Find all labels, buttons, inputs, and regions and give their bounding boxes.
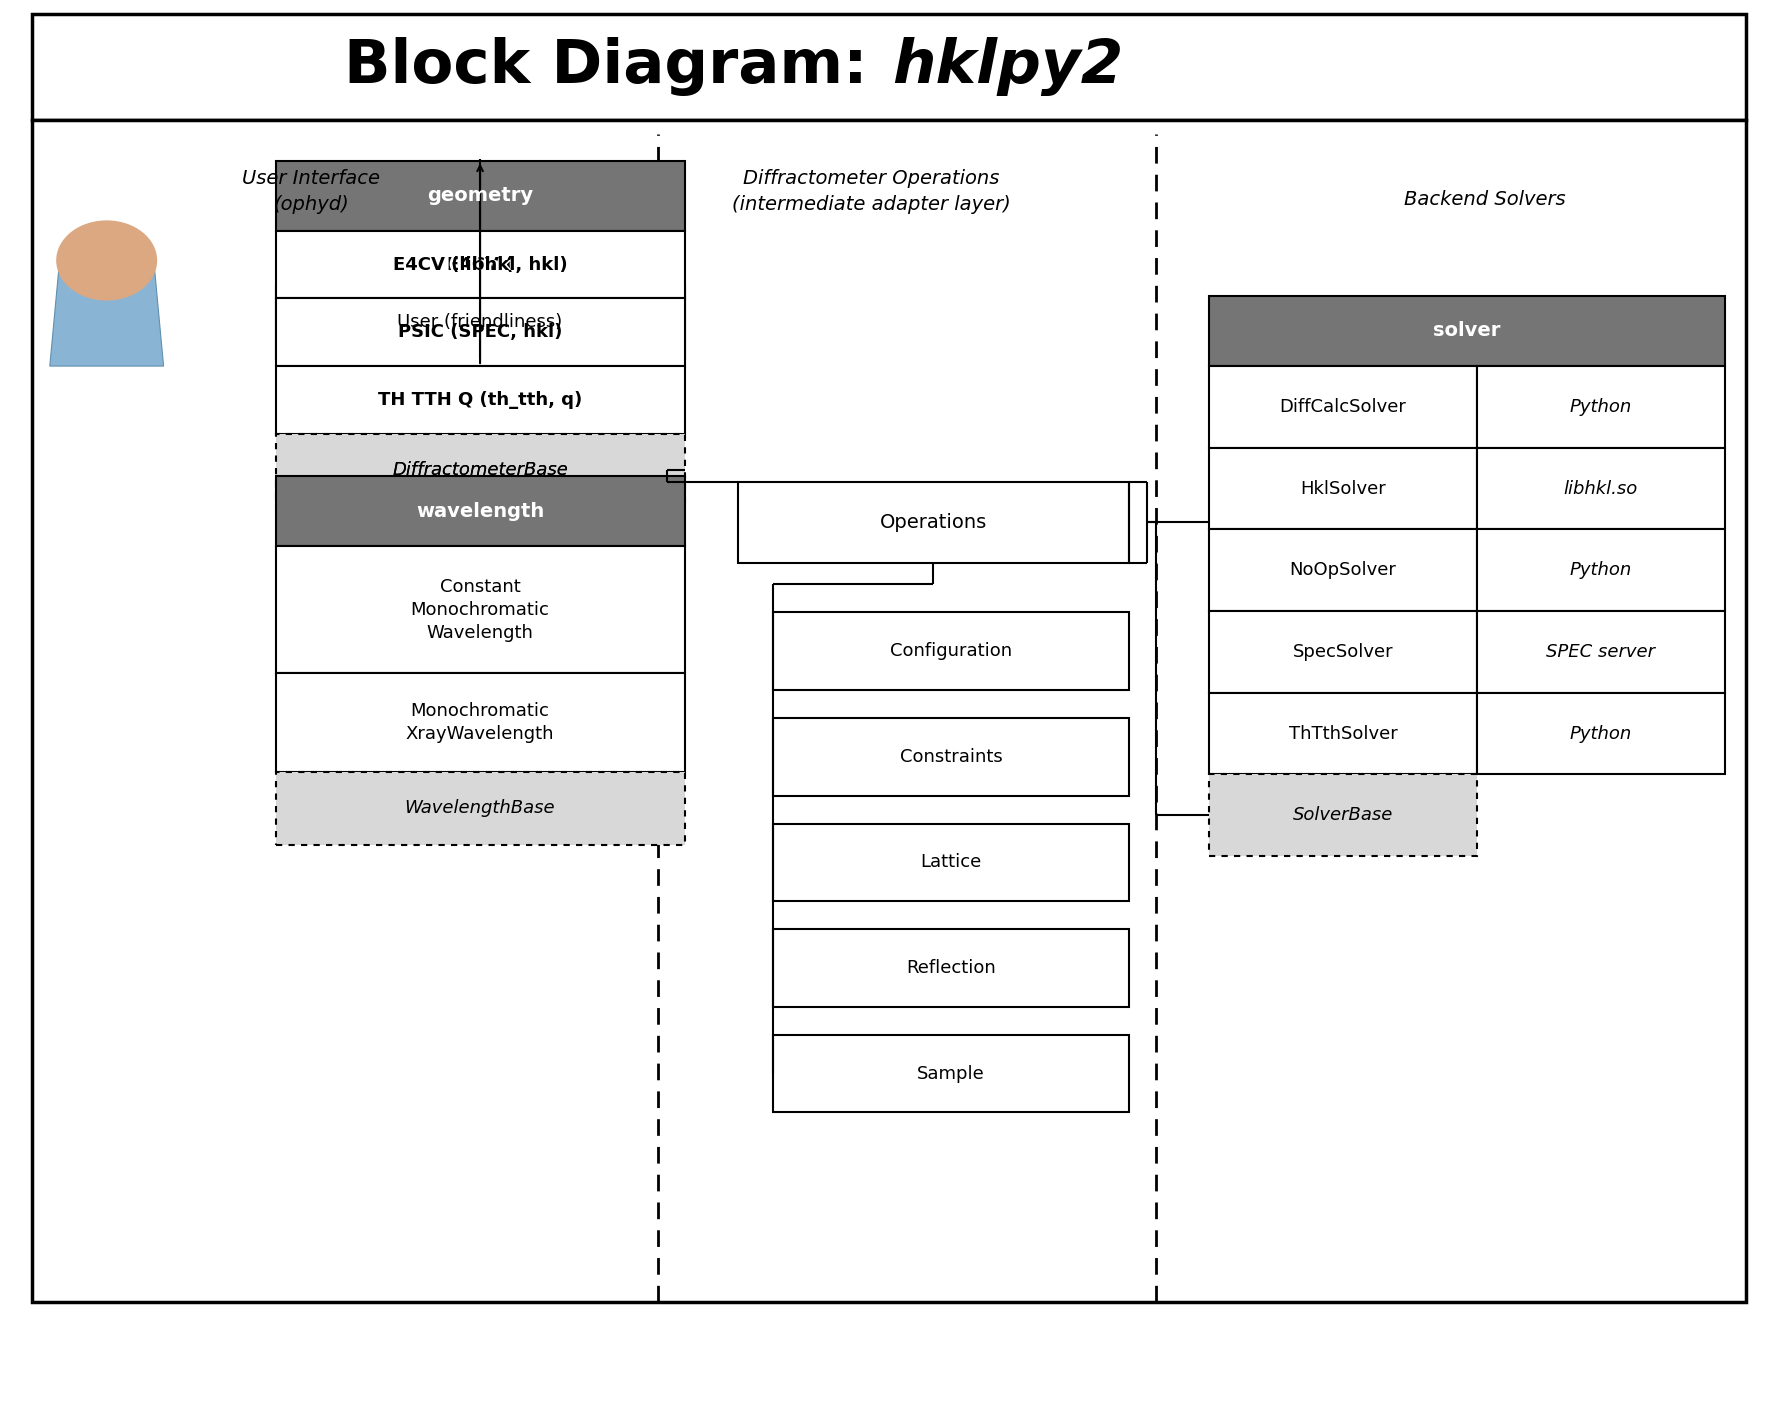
Text: Diffractometer Operations
(intermediate adapter layer): Diffractometer Operations (intermediate … xyxy=(733,169,1010,214)
Bar xyxy=(1209,611,1478,693)
Text: DiffCalcSolver: DiffCalcSolver xyxy=(1280,398,1406,415)
Bar xyxy=(1478,693,1725,774)
Text: Reflection: Reflection xyxy=(907,959,996,977)
Text: E4CV (libhkl, hkl): E4CV (libhkl, hkl) xyxy=(393,256,567,273)
Bar xyxy=(276,366,685,434)
Text: hklpy2: hklpy2 xyxy=(893,37,1124,96)
Text: Configuration: Configuration xyxy=(891,642,1012,660)
Text: User (friendliness): User (friendliness) xyxy=(398,314,562,331)
Text: Python: Python xyxy=(1570,562,1632,579)
Text: geometry: geometry xyxy=(427,186,533,206)
Text: Constant
Monochromatic
Wavelength: Constant Monochromatic Wavelength xyxy=(411,577,549,642)
Text: Backend Solvers: Backend Solvers xyxy=(1405,190,1565,208)
Text: E4CV (: E4CV ( xyxy=(446,256,514,273)
Text: SpecSolver: SpecSolver xyxy=(1293,643,1394,660)
Bar xyxy=(276,476,685,546)
Bar xyxy=(276,286,685,359)
Bar xyxy=(32,120,1746,1302)
Bar xyxy=(276,298,685,366)
Bar xyxy=(276,546,685,673)
Text: TH TTH Q (th_tth, q): TH TTH Q (th_tth, q) xyxy=(379,391,581,408)
Bar xyxy=(276,161,685,231)
Text: Python: Python xyxy=(1570,398,1632,415)
Bar xyxy=(773,929,1129,1007)
Text: Operations: Operations xyxy=(880,513,987,532)
Text: solver: solver xyxy=(1433,321,1501,341)
Text: SPEC server: SPEC server xyxy=(1547,643,1655,660)
Bar xyxy=(773,1035,1129,1112)
Text: NoOpSolver: NoOpSolver xyxy=(1289,562,1396,579)
Bar xyxy=(32,14,1746,120)
Text: Block Diagram:: Block Diagram: xyxy=(345,37,889,96)
Text: DiffractometerBase: DiffractometerBase xyxy=(393,462,567,479)
Bar xyxy=(738,482,1129,563)
Text: WavelengthBase: WavelengthBase xyxy=(405,800,555,817)
Text: HklSolver: HklSolver xyxy=(1300,480,1387,497)
Text: Sample: Sample xyxy=(917,1064,985,1083)
Bar xyxy=(1209,448,1478,529)
Text: SolverBase: SolverBase xyxy=(1293,807,1394,824)
Bar xyxy=(1478,448,1725,529)
Text: Monochromatic
XrayWavelength: Monochromatic XrayWavelength xyxy=(405,701,555,743)
Text: Constraints: Constraints xyxy=(900,748,1003,766)
Bar xyxy=(773,824,1129,901)
Text: Lattice: Lattice xyxy=(921,853,981,872)
Bar xyxy=(276,673,685,772)
Bar xyxy=(1209,529,1478,611)
Bar xyxy=(1209,296,1725,366)
Text: libhkl.so: libhkl.so xyxy=(1565,480,1638,497)
Bar xyxy=(1478,366,1725,448)
Bar xyxy=(276,772,685,845)
Polygon shape xyxy=(50,270,164,366)
Text: E4CV (​Libhkl​, hkl): E4CV (​Libhkl​, hkl) xyxy=(389,256,571,273)
Text: Python: Python xyxy=(1570,725,1632,742)
Bar xyxy=(1209,366,1478,448)
Circle shape xyxy=(57,221,156,300)
Text: User Interface
(ophyd): User Interface (ophyd) xyxy=(242,169,380,214)
Bar xyxy=(1209,774,1478,856)
Bar xyxy=(1209,693,1478,774)
Text: wavelength: wavelength xyxy=(416,501,544,521)
Bar xyxy=(773,718,1129,796)
Bar xyxy=(1478,611,1725,693)
Text: ThTthSolver: ThTthSolver xyxy=(1289,725,1398,742)
Bar xyxy=(276,434,685,507)
Bar xyxy=(773,612,1129,690)
Text: DiffractometerBase: DiffractometerBase xyxy=(393,462,567,479)
Bar xyxy=(1478,529,1725,611)
Bar xyxy=(276,231,685,298)
Text: PSIC (SPEC, hkl): PSIC (SPEC, hkl) xyxy=(398,324,562,341)
